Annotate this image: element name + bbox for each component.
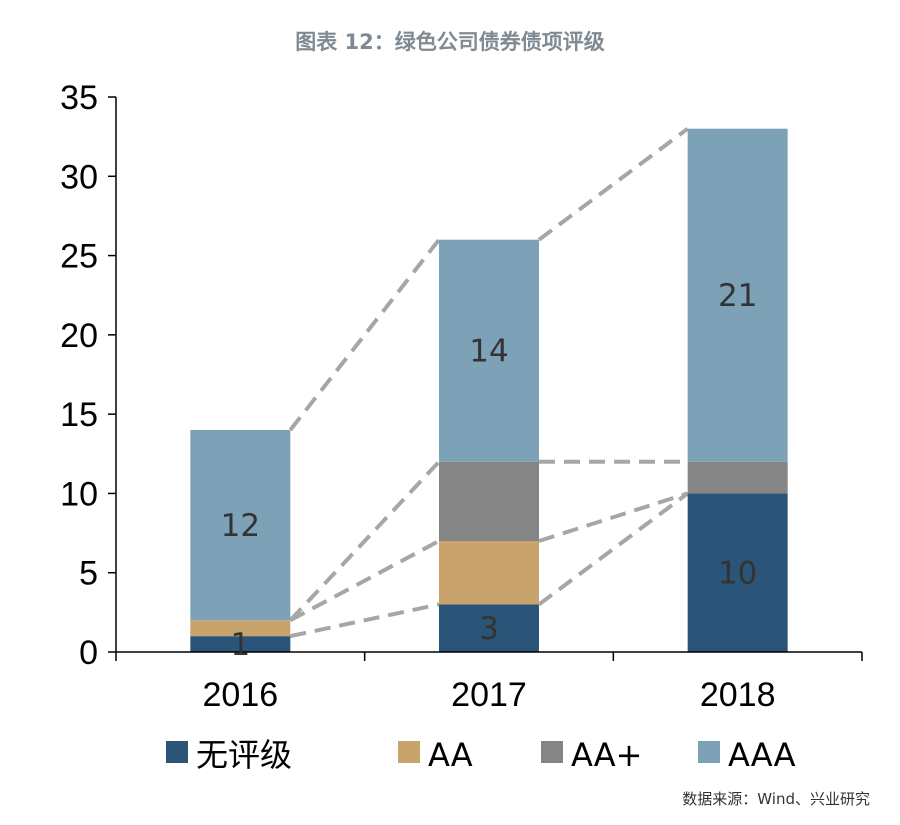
x-tick-label: 2017 bbox=[451, 676, 527, 714]
bar-group bbox=[190, 128, 788, 652]
connector-line bbox=[289, 602, 440, 639]
legend-label: AA bbox=[428, 736, 473, 774]
legend-label: 无评级 bbox=[196, 736, 292, 774]
connector-line bbox=[288, 460, 441, 622]
bar-2017-无评级 bbox=[439, 604, 539, 652]
connector-line bbox=[537, 127, 689, 242]
y-tick-label: 10 bbox=[60, 475, 98, 513]
bar-2016-AA bbox=[190, 620, 291, 637]
bar-2018-AAA bbox=[687, 128, 788, 462]
connector-line bbox=[288, 238, 441, 432]
legend: 无评级 AA AA+ AAA bbox=[166, 736, 796, 774]
connector-line bbox=[538, 491, 689, 543]
bar-2018-AA+ bbox=[687, 461, 788, 494]
y-tick-label: 30 bbox=[60, 158, 98, 196]
connector-lines bbox=[288, 127, 689, 639]
bar-2018-无评级 bbox=[687, 493, 788, 652]
y-tick-label: 15 bbox=[60, 396, 98, 434]
y-tick-label: 20 bbox=[60, 317, 98, 355]
y-tick-label: 0 bbox=[79, 634, 98, 672]
bar-2017-AAA bbox=[439, 239, 539, 462]
x-tick-label: 2018 bbox=[700, 676, 776, 714]
legend-swatch bbox=[166, 741, 188, 763]
connector-line bbox=[289, 539, 440, 623]
y-tick-label: 25 bbox=[60, 238, 98, 276]
y-tick-label: 5 bbox=[79, 555, 98, 593]
bar-2016-无评级 bbox=[190, 636, 291, 652]
legend-label: AA+ bbox=[571, 736, 642, 774]
legend-swatch bbox=[541, 741, 563, 763]
data-label: 1 bbox=[230, 627, 250, 663]
data-label: 10 bbox=[718, 556, 757, 592]
axes: 0 5 10 15 20 25 30 35 2016 2017 2018 bbox=[60, 79, 863, 714]
connector-line bbox=[537, 491, 689, 607]
bar-2017-AA bbox=[439, 541, 539, 605]
y-tick-label: 35 bbox=[60, 79, 98, 117]
legend-swatch bbox=[698, 741, 720, 763]
chart-title: 图表 12：绿色公司债券债项评级 bbox=[295, 30, 605, 54]
source-note: 数据来源：Wind、兴业研究 bbox=[682, 790, 870, 808]
data-label: 12 bbox=[221, 508, 260, 544]
data-label: 14 bbox=[469, 334, 508, 370]
data-label: 21 bbox=[718, 278, 757, 314]
legend-label: AAA bbox=[728, 736, 796, 774]
data-label: 3 bbox=[479, 611, 499, 647]
bar-2016-AAA bbox=[190, 430, 291, 621]
x-tick-label: 2016 bbox=[203, 676, 279, 714]
bar-2017-AA+ bbox=[439, 461, 539, 541]
data-labels: 1 3 10 12 14 21 bbox=[221, 278, 758, 663]
legend-swatch bbox=[398, 741, 420, 763]
